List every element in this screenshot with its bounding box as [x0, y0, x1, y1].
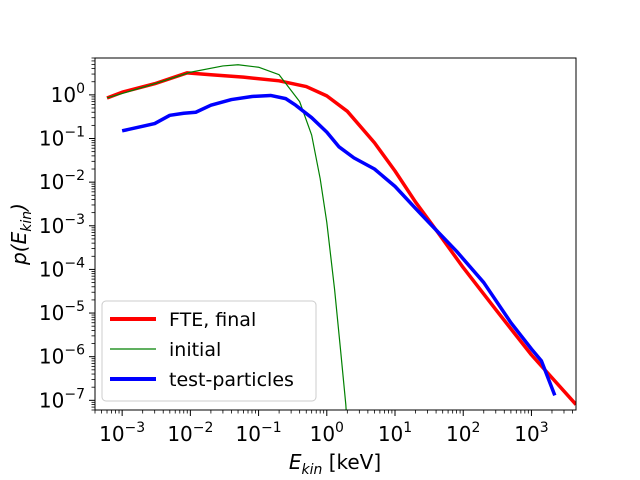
- legend-label-initial: initial: [169, 339, 221, 361]
- y-tick-label: 10−6: [39, 343, 85, 369]
- plot-frame: [94, 57, 577, 411]
- y-tick-label: 10−7: [39, 386, 85, 412]
- x-tick-label: 100: [310, 420, 344, 446]
- y-tick-label: 10−1: [39, 125, 85, 151]
- legend: FTE, final initial test-particles: [101, 300, 317, 402]
- x-tick-label: 102: [446, 420, 480, 446]
- legend-label-test-particles: test-particles: [169, 369, 294, 391]
- x-tick-label: 10−2: [167, 420, 213, 446]
- series-line-test-particles: [121, 93, 557, 396]
- y-tick-label: 100: [51, 81, 85, 107]
- x-tick-label: 103: [514, 420, 548, 446]
- y-axis-title: p(Ekin): [7, 203, 35, 266]
- x-tick-label: 10−3: [99, 420, 145, 446]
- series-line-initial: [106, 64, 347, 410]
- y-tick-label: 10−2: [39, 168, 85, 194]
- series-layer: [106, 64, 576, 410]
- x-tick-label: 10−1: [236, 420, 282, 446]
- x-axis-title: Ekin [keV]: [289, 450, 381, 478]
- legend-box: [101, 300, 317, 402]
- x-tick-label: 101: [378, 420, 412, 446]
- y-tick-label: 10−3: [39, 212, 85, 238]
- legend-label-fte-final: FTE, final: [169, 309, 256, 331]
- ticks-layer: 10−3 10−2 10−1 100 101 102 103 10−7 10−6 10−5 10−4…: [39, 57, 573, 446]
- y-tick-label: 10−5: [39, 299, 85, 325]
- y-tick-label: 10−4: [39, 255, 85, 281]
